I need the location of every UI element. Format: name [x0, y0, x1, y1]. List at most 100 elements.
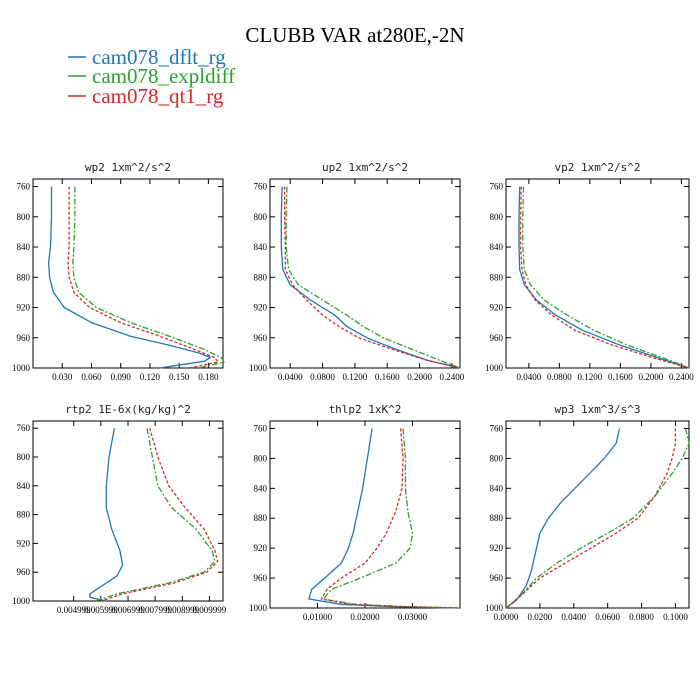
series-line-0	[518, 186, 690, 369]
x-tick-label: 0.180	[198, 372, 219, 382]
series-line-2	[519, 186, 690, 369]
x-tick-label: 0.2400	[669, 372, 694, 382]
y-tick-label: 880	[17, 272, 31, 282]
y-tick-label: 920	[490, 543, 504, 553]
x-tick-label: 0.02000	[350, 612, 380, 622]
y-tick-label: 840	[17, 481, 31, 491]
x-tick-label: 0.007999	[138, 605, 172, 615]
x-tick-label: 0.006999	[111, 605, 145, 615]
y-tick-label: 840	[17, 242, 31, 252]
y-tick-label: 760	[490, 182, 504, 192]
y-tick-label: 920	[490, 303, 504, 313]
plot-frame	[32, 178, 224, 369]
legend-label-0: cam078_dflt_rg	[92, 45, 226, 69]
series-line-1	[285, 186, 461, 369]
x-tick-label: 0.2000	[407, 372, 432, 382]
y-tick-label: 960	[254, 573, 268, 583]
legend-label-2: cam078_qt1_rg	[92, 84, 224, 108]
x-tick-label: 0.004999	[57, 605, 91, 615]
panel-title: wp3 1xm^3/s^3	[554, 403, 640, 416]
plot-frame	[32, 420, 224, 602]
x-tick-label: 0.150	[169, 372, 190, 382]
y-tick-label: 920	[254, 543, 268, 553]
plot-frame	[505, 420, 690, 609]
x-tick-label: 0.03000	[398, 612, 428, 622]
series-line-1	[72, 186, 225, 369]
y-tick-label: 880	[254, 272, 268, 282]
legend-label-1: cam078_expldiff	[92, 64, 235, 88]
y-tick-label: 960	[17, 333, 31, 343]
series-line-0	[89, 428, 124, 602]
y-tick-label: 880	[490, 513, 504, 523]
x-tick-label: 0.0400	[561, 612, 586, 622]
panels: wp2 1xm^2/s^2 760 800 840 880 920 960 1000 0.030…	[12, 161, 694, 622]
y-tick-label: 960	[17, 567, 31, 577]
panel-1: up2 1xm^2/s^2 760 800 840 880 920 960 1000 0.040…	[249, 161, 465, 382]
y-tick-label: 760	[17, 423, 31, 433]
panel-3: rtp2 1E-6x(kg/kg)^2 760 800 840 880 920 960 100…	[12, 403, 227, 615]
y-tick-label: 1000	[249, 603, 268, 613]
series-line-2	[320, 428, 461, 609]
y-tick-label: 800	[254, 453, 268, 463]
y-tick-label: 800	[17, 212, 31, 222]
series-line-1	[505, 428, 690, 609]
x-tick-label: 0.1200	[578, 372, 603, 382]
x-tick-label: 0.0400	[278, 372, 303, 382]
y-tick-label: 920	[17, 303, 31, 313]
x-tick-label: 0.0800	[629, 612, 654, 622]
plot-frame	[269, 178, 461, 369]
x-tick-label: 0.0200	[528, 612, 553, 622]
x-tick-label: 0.005999	[84, 605, 118, 615]
x-tick-label: 0.0800	[547, 372, 572, 382]
y-tick-label: 960	[490, 333, 504, 343]
plot-frame	[505, 178, 690, 369]
x-tick-label: 0.0400	[517, 372, 542, 382]
panel-2: vp2 1xm^2/s^2 760 800 840 880 920 960 1000 0.040…	[485, 161, 694, 382]
panel-title: rtp2 1E-6x(kg/kg)^2	[65, 403, 191, 416]
figure-title: CLUBB VAR at280E,-2N	[245, 23, 464, 47]
x-tick-label: 0.2000	[639, 372, 664, 382]
series-line-1	[522, 186, 690, 369]
x-tick-label: 0.030	[52, 372, 73, 382]
y-tick-label: 1000	[485, 603, 504, 613]
x-tick-label: 0.090	[111, 372, 132, 382]
series-line-2	[67, 186, 219, 369]
x-tick-label: 0.2400	[440, 372, 465, 382]
x-tick-label: 0.1000	[663, 612, 688, 622]
y-tick-label: 960	[490, 573, 504, 583]
y-tick-label: 880	[490, 272, 504, 282]
x-tick-label: 0.1600	[608, 372, 633, 382]
y-tick-label: 760	[254, 423, 268, 433]
panel-title: wp2 1xm^2/s^2	[85, 161, 171, 174]
y-tick-label: 840	[490, 242, 504, 252]
series-line-0	[280, 186, 461, 369]
x-tick-label: 0.009999	[193, 605, 227, 615]
series-line-0	[505, 428, 621, 609]
x-tick-label: 0.120	[140, 372, 161, 382]
legend: cam078_dflt_rg cam078_expldiff cam078_qt…	[68, 45, 235, 108]
y-tick-label: 760	[254, 182, 268, 192]
series-line-2	[100, 428, 219, 602]
y-tick-label: 920	[254, 303, 268, 313]
y-tick-label: 800	[17, 452, 31, 462]
x-tick-label: 0.008999	[165, 605, 199, 615]
series-line-0	[47, 186, 211, 369]
x-tick-label: 0.0000	[494, 612, 519, 622]
y-tick-label: 800	[490, 212, 504, 222]
y-tick-label: 840	[254, 483, 268, 493]
y-tick-label: 1000	[485, 363, 504, 373]
y-tick-label: 800	[490, 453, 504, 463]
y-tick-label: 880	[17, 510, 31, 520]
panel-4: thlp2 1xK^2 760 800 840 880 920 960 1000 0.01000…	[249, 403, 461, 622]
x-tick-label: 0.0600	[595, 612, 620, 622]
series-line-2	[505, 428, 677, 609]
series-line-1	[322, 428, 461, 609]
y-tick-label: 960	[254, 333, 268, 343]
y-tick-label: 1000	[12, 596, 31, 606]
x-tick-label: 0.060	[81, 372, 102, 382]
x-tick-label: 0.0800	[310, 372, 335, 382]
panel-0: wp2 1xm^2/s^2 760 800 840 880 920 960 1000 0.030…	[12, 161, 225, 382]
panel-title: vp2 1xm^2/s^2	[554, 161, 640, 174]
y-tick-label: 760	[17, 182, 31, 192]
